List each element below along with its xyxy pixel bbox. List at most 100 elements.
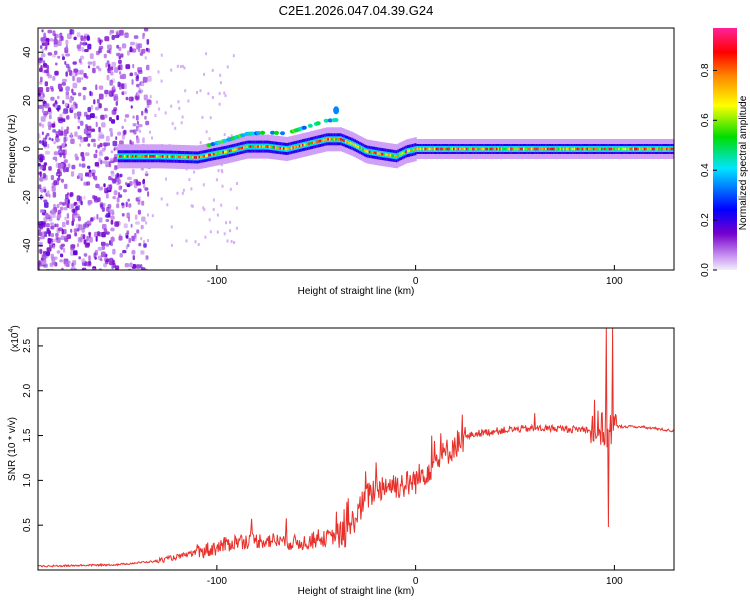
- signal-core: [317, 140, 320, 143]
- signal-core: [195, 156, 198, 159]
- noise-cell: [39, 57, 43, 61]
- noise-cell: [39, 165, 44, 170]
- noise-cell: [117, 192, 121, 198]
- faint-cell: [141, 82, 144, 86]
- signal-core: [489, 147, 492, 151]
- noise-cell: [95, 121, 98, 128]
- signal-core: [138, 155, 141, 158]
- noise-cell: [61, 53, 65, 57]
- noise-cell: [60, 149, 66, 156]
- noise-cell: [113, 107, 118, 112]
- signal-core: [284, 147, 287, 151]
- faint-cell: [144, 56, 147, 60]
- noise-cell: [97, 246, 103, 251]
- signal-core: [500, 147, 503, 151]
- noise-cell: [41, 29, 44, 33]
- branch-cell: [323, 118, 329, 123]
- noise-cell: [86, 114, 91, 120]
- signal-core: [330, 138, 333, 141]
- noise-cell: [102, 269, 105, 270]
- signal-core: [430, 147, 433, 151]
- noise-cell: [106, 50, 110, 53]
- noise-cell: [90, 105, 94, 110]
- snr-y-ticks: 0.5 1.0 1.5 2.0 2.5: [22, 339, 43, 532]
- signal-core: [640, 147, 643, 151]
- noise-cell: [41, 123, 45, 128]
- noise-cell: [106, 212, 111, 218]
- signal-core: [543, 147, 546, 151]
- noise-cell: [133, 35, 139, 39]
- signal-core: [241, 146, 244, 150]
- signal-core: [271, 145, 274, 149]
- signal-core: [575, 147, 578, 151]
- signal-core: [530, 147, 533, 151]
- noise-cell: [129, 139, 132, 145]
- faint-cell: [188, 178, 191, 182]
- colorbar: [713, 28, 737, 270]
- noise-cell: [56, 145, 62, 149]
- signal-core: [292, 146, 295, 149]
- signal-core: [642, 147, 645, 151]
- signal-core: [572, 147, 575, 151]
- noise-cell: [70, 171, 75, 177]
- noise-cell: [80, 120, 84, 126]
- noise-cell: [91, 128, 96, 132]
- faint-cell: [197, 243, 200, 246]
- noise-cell: [67, 33, 72, 39]
- faint-cell: [202, 183, 205, 187]
- noise-cell: [98, 131, 103, 137]
- faint-cell: [160, 197, 163, 201]
- faint-cell: [147, 239, 149, 243]
- noise-cell: [64, 61, 67, 65]
- noise-cell: [53, 141, 56, 145]
- noise-cell: [132, 255, 135, 261]
- signal-core: [561, 147, 564, 151]
- noise-cell: [103, 107, 108, 112]
- noise-cell: [81, 267, 87, 270]
- signal-core: [483, 147, 486, 151]
- noise-cell: [38, 236, 41, 241]
- signal-core: [360, 147, 363, 150]
- noise-cell: [107, 142, 111, 146]
- signal-core: [122, 155, 125, 158]
- noise-cell: [105, 219, 110, 222]
- signal-core: [427, 147, 430, 151]
- noise-cell: [70, 138, 75, 144]
- signal-core: [626, 147, 629, 151]
- signal-core: [610, 147, 613, 151]
- y-tick-label: 1.5: [22, 428, 33, 442]
- signal-core: [136, 155, 139, 158]
- noise-cell: [71, 203, 75, 209]
- signal-core: [384, 153, 387, 156]
- signal-core: [497, 147, 500, 151]
- signal-core: [246, 145, 249, 148]
- signal-core: [635, 147, 638, 151]
- faint-cell: [151, 136, 153, 140]
- faint-cell: [212, 198, 215, 202]
- noise-cell: [121, 134, 125, 140]
- noise-cell: [63, 129, 69, 134]
- signal-core: [341, 138, 344, 142]
- noise-cell: [54, 223, 57, 228]
- signal-core: [456, 147, 459, 151]
- noise-cell: [105, 231, 110, 235]
- noise-cell: [88, 260, 92, 266]
- signal-core: [542, 147, 544, 151]
- noise-cell: [114, 265, 120, 270]
- noise-cell: [137, 49, 141, 53]
- branch-cell: [333, 118, 339, 122]
- signal-core: [356, 144, 358, 148]
- noise-cell: [78, 173, 83, 178]
- x-tick-label: 100: [606, 576, 623, 587]
- noise-cell: [52, 103, 56, 107]
- noise-cell: [119, 82, 122, 88]
- noise-cell: [92, 173, 96, 180]
- noise-cell: [74, 131, 78, 137]
- noise-cell: [125, 64, 131, 70]
- noise-cell: [122, 250, 127, 254]
- signal-core: [613, 147, 616, 151]
- signal-core: [422, 147, 425, 151]
- faint-cell: [170, 68, 173, 72]
- signal-core: [279, 146, 282, 150]
- noise-cell: [88, 237, 93, 243]
